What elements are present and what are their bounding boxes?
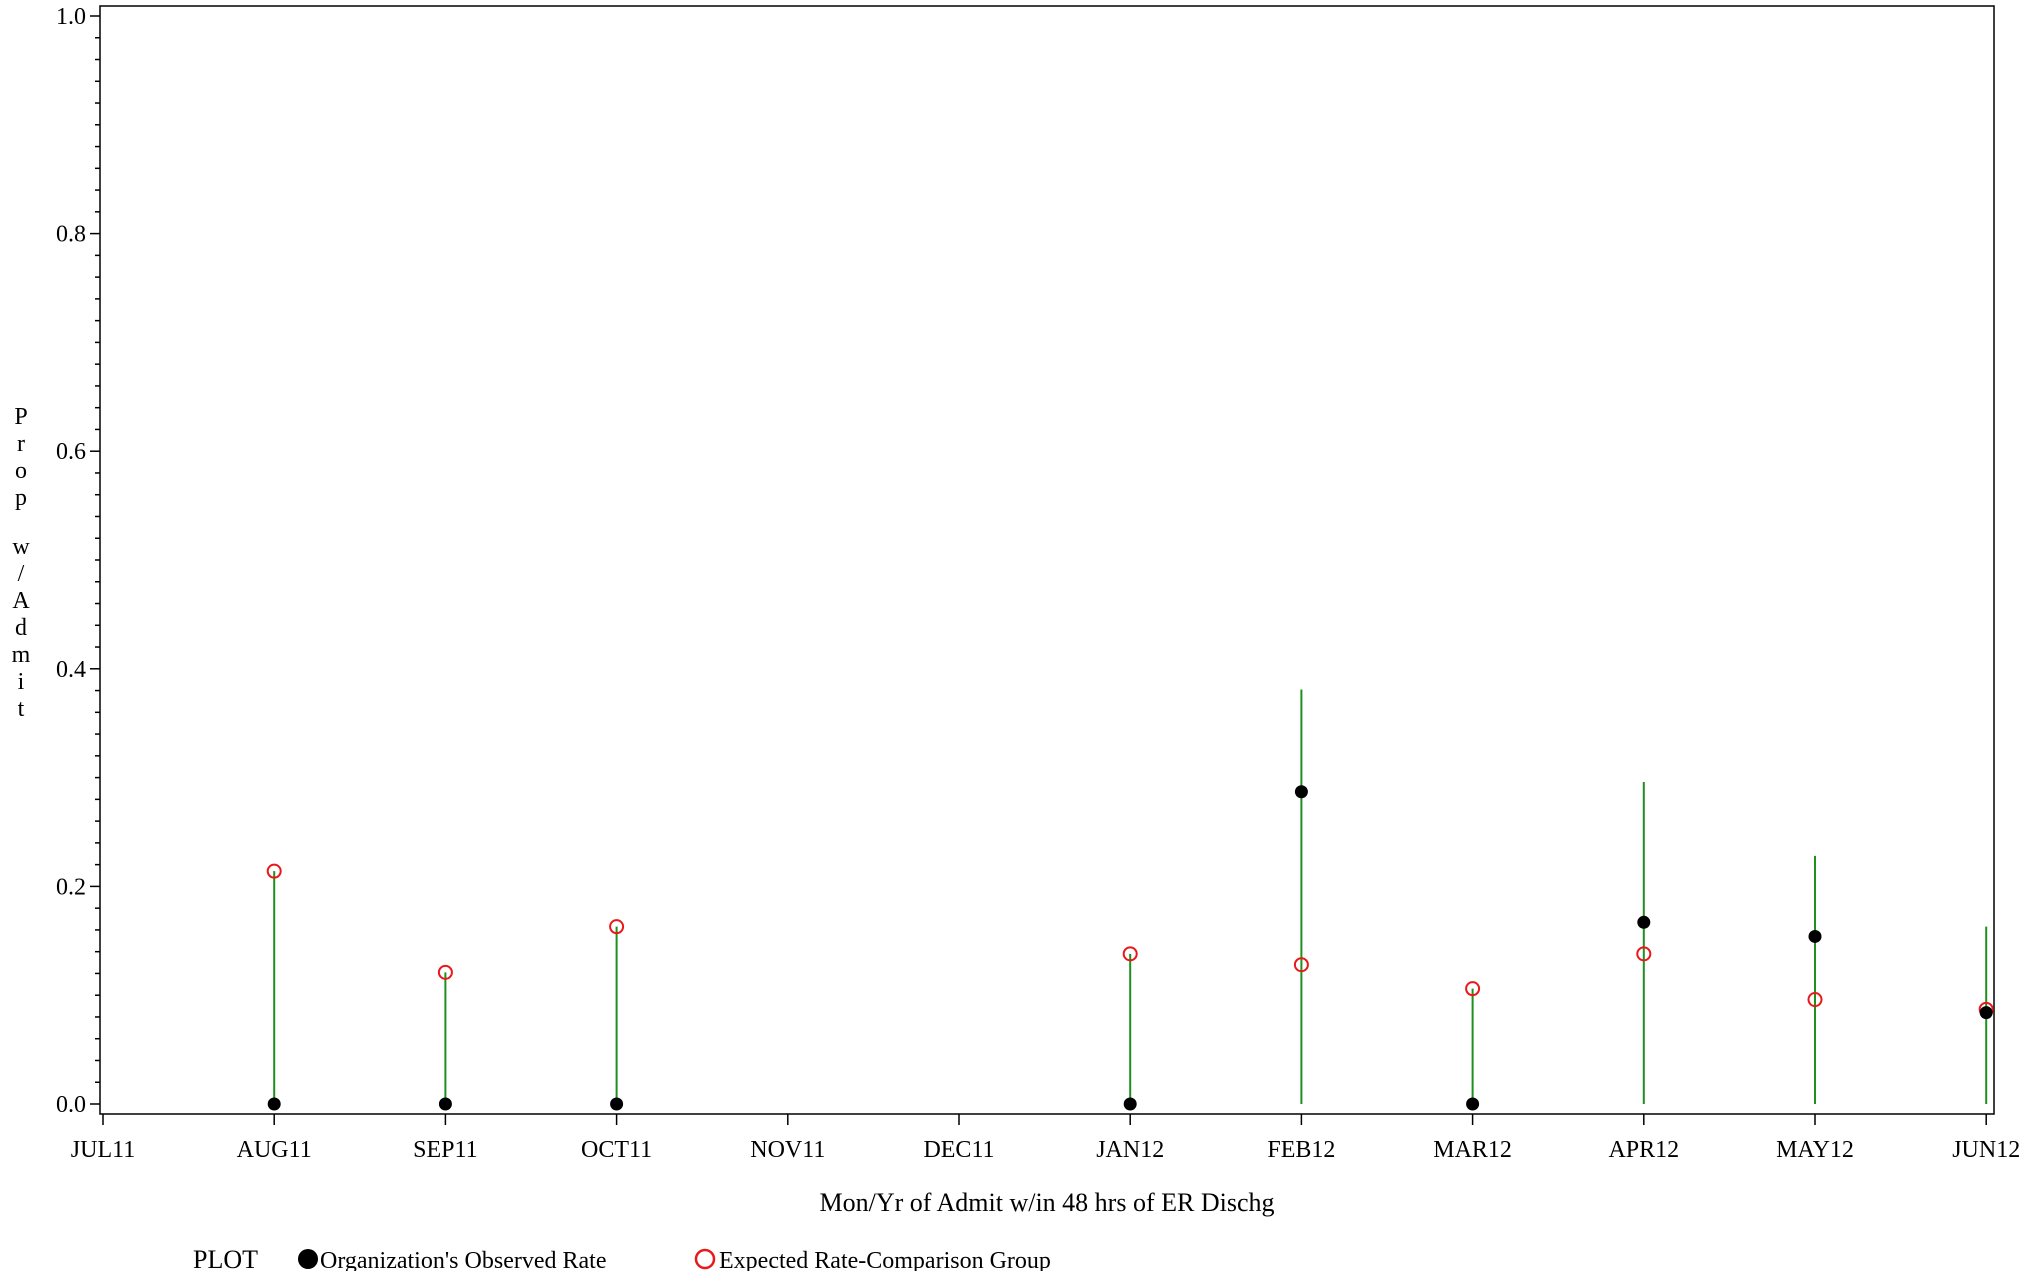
observed-rate-point (610, 1097, 624, 1111)
observed-rate-point (1808, 929, 1822, 943)
legend-observed-marker (298, 1249, 318, 1269)
legend: PLOT Organization's Observed Rate Expect… (193, 1245, 1051, 1271)
x-tick-label: JAN12 (1096, 1137, 1164, 1163)
x-tick-label: DEC11 (923, 1137, 994, 1163)
expected-rate-point (1293, 957, 1309, 973)
expected-rate-point (1807, 992, 1823, 1008)
expected-rate-point (437, 964, 453, 980)
plot-frame (99, 5, 1995, 1115)
x-tick-label: JUN12 (1952, 1137, 2020, 1163)
y-axis-label-char: / (18, 561, 25, 587)
legend-prefix: PLOT (193, 1245, 258, 1271)
y-axis-label-char: P (14, 404, 27, 430)
legend-observed-label: Organization's Observed Rate (320, 1248, 606, 1271)
y-axis-label-char: A (12, 588, 30, 614)
y-axis-label-char: r (17, 431, 25, 457)
observed-rate-point (1637, 915, 1651, 929)
y-tick-label: 0.0 (56, 1092, 86, 1118)
x-axis-label: Mon/Yr of Admit w/in 48 hrs of ER Dischg (820, 1188, 1275, 1217)
y-tick-label: 1.0 (56, 4, 86, 30)
x-tick-label: AUG11 (237, 1137, 312, 1163)
y-axis-label-char: p (15, 485, 27, 511)
observed-rate-point (438, 1097, 452, 1111)
expected-rate-point (1465, 981, 1481, 997)
y-tick-label: 0.6 (56, 439, 86, 465)
observed-rate-point (1466, 1097, 1480, 1111)
y-axis-label-char: o (15, 458, 27, 484)
y-tick-label: 0.8 (56, 222, 86, 248)
y-axis-label-char: d (15, 615, 27, 641)
y-tick-label: 0.4 (56, 657, 86, 683)
y-axis-label-char: t (18, 696, 25, 722)
y-axis-label-char: m (12, 642, 31, 668)
x-tick-label: SEP11 (413, 1137, 477, 1163)
x-axis: JUL11 AUG11 SEP11 OCT11 NOV11 DEC11 JAN12 FEB12… (71, 1114, 2020, 1163)
x-tick-label: MAR12 (1433, 1137, 1512, 1163)
x-tick-label: APR12 (1608, 1137, 1679, 1163)
expected-rate-point (266, 863, 282, 879)
x-tick-label: MAY12 (1776, 1137, 1854, 1163)
y-axis: 0.0 0.2 0.4 0.6 0.8 1.0 (56, 4, 100, 1118)
y-tick-label: 0.2 (56, 874, 86, 900)
markers (266, 785, 1994, 1111)
expected-rate-point (1636, 946, 1652, 962)
y-axis-label-char: w (12, 534, 30, 560)
error-bars (273, 689, 1988, 1104)
observed-rate-point (1123, 1097, 1137, 1111)
legend-expected-label: Expected Rate-Comparison Group (719, 1248, 1051, 1271)
legend-expected-marker (694, 1248, 716, 1270)
observed-rate-point (1979, 1006, 1993, 1020)
y-axis-label-char: i (18, 669, 25, 695)
x-tick-label: OCT11 (581, 1137, 652, 1163)
expected-rate-point (609, 919, 625, 935)
x-tick-label: FEB12 (1267, 1137, 1335, 1163)
observed-rate-point (1294, 785, 1308, 799)
x-tick-label: NOV11 (750, 1137, 825, 1163)
x-tick-label: JUL11 (71, 1137, 135, 1163)
expected-rate-point (1122, 946, 1138, 962)
observed-rate-point (267, 1097, 281, 1111)
